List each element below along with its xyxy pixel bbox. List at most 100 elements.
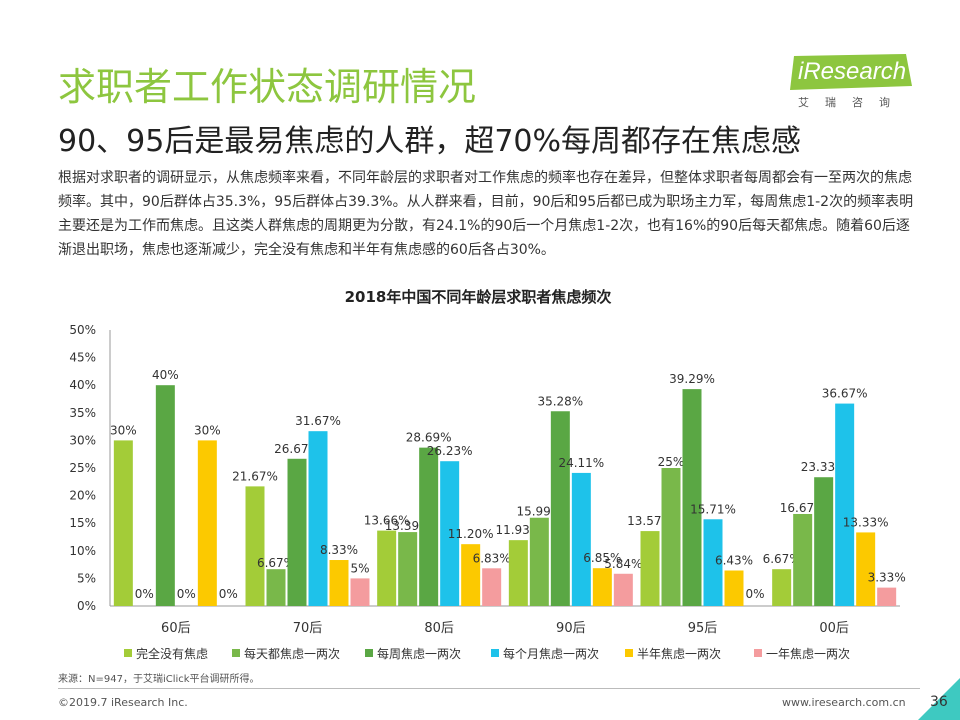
data-label: 6.67% xyxy=(257,556,295,570)
legend-swatch-5 xyxy=(754,649,762,657)
data-label: 0% xyxy=(177,587,196,601)
data-label: 31.67% xyxy=(295,414,341,428)
page-corner-icon xyxy=(918,678,960,720)
bar-5-3 xyxy=(613,573,633,606)
logo-mark-icon xyxy=(790,54,912,90)
bar-4-3 xyxy=(592,568,612,606)
y-tick-label: 20% xyxy=(69,489,96,503)
bar-5-2 xyxy=(482,568,502,606)
bar-2-2 xyxy=(419,447,439,606)
bar-0-2 xyxy=(377,530,397,606)
data-label: 5.84% xyxy=(604,557,642,571)
source-note: 来源：N=947，于艾瑞iClick平台调研所得。 xyxy=(58,674,260,685)
data-label: 15.71% xyxy=(690,502,736,516)
bar-0-1 xyxy=(245,486,265,606)
data-label: 28.69% xyxy=(406,431,452,445)
x-tick-label: 90后 xyxy=(556,621,586,636)
data-label: 26.67% xyxy=(274,442,320,456)
data-label: 0% xyxy=(745,587,764,601)
data-label: 24.11% xyxy=(558,456,604,470)
y-tick-label: 30% xyxy=(69,433,96,447)
bar-2-5 xyxy=(814,477,834,606)
data-label: 30% xyxy=(110,423,137,437)
bar-1-3 xyxy=(529,517,549,606)
bar-3-5 xyxy=(835,403,855,606)
data-label: 40% xyxy=(152,368,179,382)
bar-4-5 xyxy=(856,532,876,606)
data-label: 21.67% xyxy=(232,469,278,483)
x-tick-label: 80后 xyxy=(424,621,454,636)
x-tick-label: 95后 xyxy=(688,621,718,636)
bar-4-4 xyxy=(724,570,744,606)
bar-2-1 xyxy=(287,458,307,606)
legend-swatch-1 xyxy=(232,649,240,657)
bar-1-4 xyxy=(661,468,681,606)
bar-0-4 xyxy=(640,531,660,606)
chart-title: 2018年中国不同年龄层求职者焦虑频次 xyxy=(345,288,612,306)
y-tick-label: 25% xyxy=(69,461,96,475)
iresearch-logo: iResearch 艾瑞咨询 xyxy=(788,54,912,110)
legend-swatch-4 xyxy=(625,649,633,657)
data-label: 11.20% xyxy=(448,527,494,541)
data-label: 15.99% xyxy=(516,505,562,519)
logo-subtitle: 艾瑞咨询 xyxy=(798,96,906,109)
x-tick-label: 00后 xyxy=(819,621,849,636)
data-label: 26.23% xyxy=(427,444,473,458)
legend-label-4: 半年焦虑一两次 xyxy=(637,647,721,661)
bar-2-0 xyxy=(155,385,175,606)
bar-5-1 xyxy=(350,578,370,606)
bar-1-1 xyxy=(266,569,286,606)
bar-3-2 xyxy=(440,461,460,606)
y-tick-label: 35% xyxy=(69,406,96,420)
data-label: 30% xyxy=(194,423,221,437)
bar-4-1 xyxy=(329,560,349,606)
bar-0-3 xyxy=(508,540,528,606)
copyright-text: ©2019.7 iResearch Inc. xyxy=(58,696,188,709)
page-number: 36 xyxy=(930,694,948,710)
data-label: 25% xyxy=(658,455,685,469)
bar-3-4 xyxy=(703,519,723,606)
bar-0-0 xyxy=(113,440,133,606)
data-label: 0% xyxy=(219,587,238,601)
data-label: 13.39% xyxy=(385,519,431,533)
legend-label-5: 一年焦虑一两次 xyxy=(766,647,850,661)
data-label: 5% xyxy=(350,561,369,575)
page-subtitle: 90、95后是最易焦虑的人群，超70%每周都存在焦虑感 xyxy=(58,124,802,159)
summary-text: 根据对求职者的调研显示，从焦虑频率来看，不同年龄层的求职者对工作焦虑的频率也存在… xyxy=(58,170,914,258)
data-label: 6.85% xyxy=(583,551,621,565)
bar-chart: 2018年中国不同年龄层求职者焦虑频次 0% 5% 10% 15% 20% 25% 30% 3… xyxy=(69,288,906,661)
footer-divider xyxy=(58,688,920,689)
data-label: 35.28% xyxy=(537,394,583,408)
bar-2-3 xyxy=(550,411,570,606)
y-tick-label: 50% xyxy=(69,323,96,337)
legend-swatch-0 xyxy=(124,649,132,657)
data-label: 8.33% xyxy=(320,543,358,557)
bar-5-5 xyxy=(877,587,897,606)
data-label: 16.67% xyxy=(780,501,826,515)
bar-0-5 xyxy=(772,569,792,606)
legend-swatch-3 xyxy=(491,649,499,657)
website-link[interactable]: www.iresearch.com.cn xyxy=(782,696,906,709)
data-label: 39.29% xyxy=(669,372,715,386)
y-tick-label: 40% xyxy=(69,378,96,392)
legend-label-2: 每周焦虑一两次 xyxy=(377,646,461,661)
data-label: 36.67% xyxy=(822,387,868,401)
bar-1-2 xyxy=(398,532,418,606)
legend-label-0: 完全没有焦虑 xyxy=(136,646,208,661)
legend-label-1: 每天都焦虑一两次 xyxy=(244,646,340,661)
data-label: 3.33% xyxy=(868,571,906,585)
y-tick-label: 10% xyxy=(69,544,96,558)
page-title: 求职者工作状态调研情况 xyxy=(58,65,477,109)
x-tick-label: 60后 xyxy=(161,621,191,636)
data-label: 6.67% xyxy=(763,552,801,566)
bar-4-0 xyxy=(197,440,217,606)
data-label: 0% xyxy=(135,587,154,601)
y-tick-label: 15% xyxy=(69,516,96,530)
data-label: 23.33% xyxy=(801,460,847,474)
data-label: 6.43% xyxy=(715,554,753,568)
data-label: 6.83% xyxy=(473,551,511,565)
bar-4-2 xyxy=(461,544,481,606)
data-label: 11.93% xyxy=(495,523,541,537)
y-tick-label: 5% xyxy=(77,571,96,585)
data-label: 13.66% xyxy=(364,514,410,528)
